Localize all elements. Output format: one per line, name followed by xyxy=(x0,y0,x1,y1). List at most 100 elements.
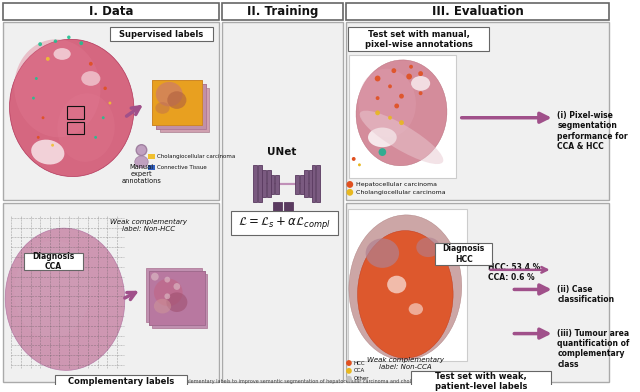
Circle shape xyxy=(388,84,392,88)
Ellipse shape xyxy=(365,238,399,268)
Ellipse shape xyxy=(135,156,148,168)
Circle shape xyxy=(164,277,170,283)
Bar xyxy=(159,88,209,132)
Text: Complementary labels: Complementary labels xyxy=(68,377,175,386)
Text: HCC: 53.4 %
CCA: 0.6 %: HCC: 53.4 % CCA: 0.6 % xyxy=(488,263,540,283)
Bar xyxy=(3,203,219,382)
Ellipse shape xyxy=(154,279,182,306)
Circle shape xyxy=(79,41,83,45)
Bar xyxy=(110,27,213,41)
Ellipse shape xyxy=(358,69,416,137)
Ellipse shape xyxy=(156,82,182,107)
Bar xyxy=(149,271,205,325)
Bar xyxy=(222,3,343,20)
Ellipse shape xyxy=(14,240,91,338)
Text: Other: Other xyxy=(354,376,369,381)
Text: HCC: HCC xyxy=(354,361,365,365)
Bar xyxy=(231,211,339,236)
Text: (i) Pixel-wise
segmentation
performance for
CCA & HCC: (i) Pixel-wise segmentation performance … xyxy=(557,111,628,151)
Bar xyxy=(348,209,467,361)
Bar xyxy=(275,175,279,194)
Text: Figure 1 | Leveraging weak complementary labels to improve semantic segmentation: Figure 1 | Leveraging weak complementary… xyxy=(108,379,504,385)
Bar xyxy=(271,175,275,194)
Bar xyxy=(346,3,609,20)
Ellipse shape xyxy=(10,39,134,176)
Ellipse shape xyxy=(409,303,423,315)
Text: II. Training: II. Training xyxy=(247,5,318,18)
Circle shape xyxy=(346,368,352,374)
Ellipse shape xyxy=(360,111,444,164)
Text: III. Evaluation: III. Evaluation xyxy=(431,5,524,18)
Circle shape xyxy=(375,76,380,82)
Circle shape xyxy=(394,103,399,109)
Ellipse shape xyxy=(387,276,406,293)
Bar xyxy=(3,22,219,200)
Text: Manual
expert
annotations: Manual expert annotations xyxy=(122,164,161,184)
Text: Diagnosis
CCA: Diagnosis CCA xyxy=(33,252,75,271)
Ellipse shape xyxy=(411,76,430,91)
Circle shape xyxy=(409,65,413,69)
Bar xyxy=(3,3,219,20)
Circle shape xyxy=(376,96,380,100)
Circle shape xyxy=(89,62,93,66)
Bar xyxy=(67,106,84,119)
Ellipse shape xyxy=(81,71,100,86)
Circle shape xyxy=(67,36,70,39)
Bar xyxy=(346,22,609,200)
Circle shape xyxy=(109,102,111,105)
Text: $\mathcal{L} = \mathcal{L}_s + \alpha \mathcal{L}_{compl}$: $\mathcal{L} = \mathcal{L}_s + \alpha \m… xyxy=(239,215,332,231)
Text: (iii) Tumour area
quantification of
complementary
class: (iii) Tumour area quantification of comp… xyxy=(557,328,630,369)
Circle shape xyxy=(392,68,396,73)
Bar xyxy=(284,202,292,214)
Circle shape xyxy=(51,144,54,147)
Bar xyxy=(67,122,84,134)
Text: I. Data: I. Data xyxy=(88,5,133,18)
Text: Supervised labels: Supervised labels xyxy=(120,30,204,39)
Circle shape xyxy=(399,94,404,99)
Bar xyxy=(348,27,490,51)
Bar xyxy=(149,271,205,325)
Text: CCA: CCA xyxy=(354,368,365,373)
Bar xyxy=(148,154,155,159)
Ellipse shape xyxy=(349,215,461,360)
Circle shape xyxy=(419,91,422,95)
Bar xyxy=(300,175,304,194)
Text: (ii) Case
classification: (ii) Case classification xyxy=(557,285,614,304)
Bar xyxy=(435,243,492,265)
Circle shape xyxy=(104,87,107,90)
Text: UNet: UNet xyxy=(268,147,297,157)
Bar xyxy=(316,165,320,202)
Ellipse shape xyxy=(358,230,453,358)
Circle shape xyxy=(37,136,40,139)
Bar xyxy=(267,170,271,197)
Ellipse shape xyxy=(175,100,192,116)
Circle shape xyxy=(38,42,42,46)
Circle shape xyxy=(46,57,50,61)
Text: Diagnosis
HCC: Diagnosis HCC xyxy=(442,245,484,264)
Bar xyxy=(147,268,202,322)
Bar xyxy=(296,175,300,194)
Ellipse shape xyxy=(54,48,71,60)
Bar xyxy=(308,170,312,197)
Circle shape xyxy=(418,71,423,76)
Ellipse shape xyxy=(14,39,100,137)
Ellipse shape xyxy=(156,102,170,114)
Text: Hepatocellular carcinoma: Hepatocellular carcinoma xyxy=(356,182,436,187)
Ellipse shape xyxy=(31,140,65,165)
Bar xyxy=(156,84,205,129)
Circle shape xyxy=(54,40,57,43)
Bar xyxy=(258,165,262,202)
Text: Cholangiocellular carcinoma: Cholangiocellular carcinoma xyxy=(157,154,235,160)
Circle shape xyxy=(35,77,38,80)
Bar xyxy=(152,80,202,125)
Circle shape xyxy=(136,145,147,156)
Bar xyxy=(349,55,456,178)
Ellipse shape xyxy=(159,104,173,116)
Ellipse shape xyxy=(416,238,440,257)
Circle shape xyxy=(164,293,170,299)
Circle shape xyxy=(352,157,356,161)
Text: Connective Tissue: Connective Tissue xyxy=(157,165,207,170)
Circle shape xyxy=(375,111,380,115)
Circle shape xyxy=(151,273,159,281)
Circle shape xyxy=(346,181,353,188)
